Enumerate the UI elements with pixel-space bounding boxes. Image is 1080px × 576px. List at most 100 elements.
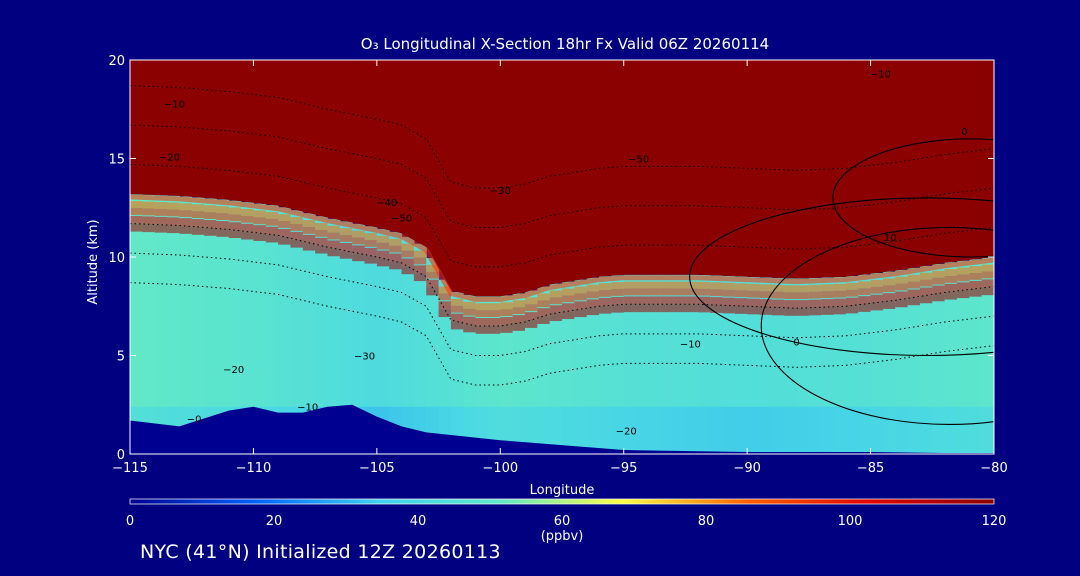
tropopause-transition	[907, 289, 921, 298]
tropopause-transition	[278, 228, 292, 237]
tropopause-transition	[228, 230, 242, 239]
tropopause-transition	[426, 264, 440, 272]
ozone-column	[253, 203, 267, 454]
tropopause-transition	[389, 245, 403, 253]
tropopause-transition	[475, 303, 489, 311]
tropopause-transition	[512, 322, 526, 331]
boundary-layer-band	[944, 406, 958, 454]
tropopause-transition	[167, 209, 180, 217]
ozone-column	[315, 216, 329, 454]
ozone-column	[265, 205, 279, 454]
tropopause-transition	[710, 282, 724, 290]
boundary-layer-band	[611, 406, 625, 454]
boundary-layer-band	[759, 406, 773, 454]
dotted-contour-label: −50	[628, 154, 649, 165]
tropopause-transition	[413, 250, 427, 258]
tropopause-transition	[574, 286, 588, 294]
ozone-column	[364, 226, 378, 454]
y-tick-label: 15	[108, 153, 125, 168]
tropopause-transition	[364, 255, 378, 264]
tropopause-transition	[784, 300, 798, 308]
tropopause-transition	[784, 285, 798, 293]
tropopause-transition	[919, 272, 933, 280]
dotted-contour	[130, 252, 994, 356]
y-axis-label: Altitude (km)	[86, 219, 101, 304]
boundary-layer-band	[648, 406, 662, 454]
tropopause-transition	[327, 248, 341, 257]
tropopause-transition	[450, 321, 464, 330]
tropopause-transition	[142, 208, 156, 216]
boundary-layer-band	[981, 406, 994, 454]
tropopause-transition	[611, 288, 625, 296]
tropopause-transition	[537, 308, 551, 317]
tropopause-transition	[475, 310, 489, 318]
boundary-layer-band	[710, 406, 724, 454]
tropopause-transition	[426, 287, 440, 296]
tropopause-transition	[907, 281, 921, 289]
tropopause-transition	[142, 201, 156, 209]
tropopause-transition	[697, 281, 711, 289]
tropopause-transition	[154, 224, 168, 233]
tropopause-transition	[500, 302, 514, 310]
tropopause-transition	[450, 313, 464, 322]
x-tick-label: −95	[610, 461, 637, 476]
tropopause-transition	[574, 301, 588, 310]
tropopause-transition	[179, 203, 193, 211]
tropopause-transition	[167, 217, 180, 226]
tropopause-transition	[845, 282, 859, 290]
tropopause-transition	[413, 265, 427, 274]
tropopause-transition	[685, 288, 699, 296]
tropopause-transition	[130, 207, 143, 215]
stratosphere-region	[130, 60, 994, 297]
ozone-column	[191, 197, 205, 454]
boundary-layer-band	[882, 406, 896, 454]
tropopause-transition	[697, 296, 711, 305]
tropopause-transition	[821, 284, 835, 292]
ozone-column	[290, 210, 304, 454]
tropopause-transition	[265, 218, 279, 226]
tropopause-transition	[290, 217, 304, 224]
tropopause-transition	[438, 301, 452, 310]
tropopause-transition	[339, 242, 353, 251]
boundary-layer-band	[660, 406, 674, 454]
tropopause-transition	[673, 296, 687, 305]
ozone-column	[339, 221, 353, 454]
tropopause-transition	[475, 325, 489, 334]
tropopause-transition	[821, 291, 835, 299]
tropopause-transition	[574, 309, 588, 318]
tropopause-transition	[290, 223, 304, 231]
tropopause-transition	[228, 222, 242, 231]
tropopause-transition	[302, 220, 316, 227]
tropopause-transition	[660, 304, 674, 313]
plot-area: −10 −20 −40 −50 −30 −50 −10 −30 −20 −10 −0 −10 −20 0 1…	[130, 60, 994, 454]
tropopause-transition	[315, 237, 329, 246]
tropopause-transition	[932, 277, 946, 285]
tropopause-transition	[710, 305, 724, 313]
tropopause-transition	[759, 306, 773, 315]
ozone-column	[426, 257, 440, 454]
tropopause-transition	[167, 225, 180, 234]
tropopause-transition	[685, 281, 699, 289]
dotted-contour	[130, 163, 994, 268]
tropopause-transition	[833, 283, 847, 291]
tropopause-transition	[895, 291, 909, 300]
tropopause-transition	[487, 318, 501, 326]
tropopause-transition	[524, 304, 538, 312]
tropopause-transition	[981, 279, 994, 288]
boundary-layer-band	[685, 406, 699, 454]
tropopause-transition	[130, 215, 143, 224]
tropopause-transition	[586, 299, 600, 308]
tropopause-transition	[636, 288, 649, 296]
boundary-layer-band	[599, 406, 612, 454]
tropopause-transition	[586, 284, 600, 292]
tropopause-transition	[142, 216, 156, 225]
ozone-column	[179, 196, 193, 454]
tropopause-transition	[352, 253, 366, 262]
tropopause-transition	[364, 233, 378, 240]
ozone-column	[981, 257, 994, 454]
tropopause-transition	[389, 261, 403, 270]
tropopause-transition	[290, 239, 304, 248]
dotted-contour-label: −20	[159, 152, 180, 163]
tropopause-transition	[376, 250, 390, 259]
tropopause-transition	[130, 201, 143, 208]
